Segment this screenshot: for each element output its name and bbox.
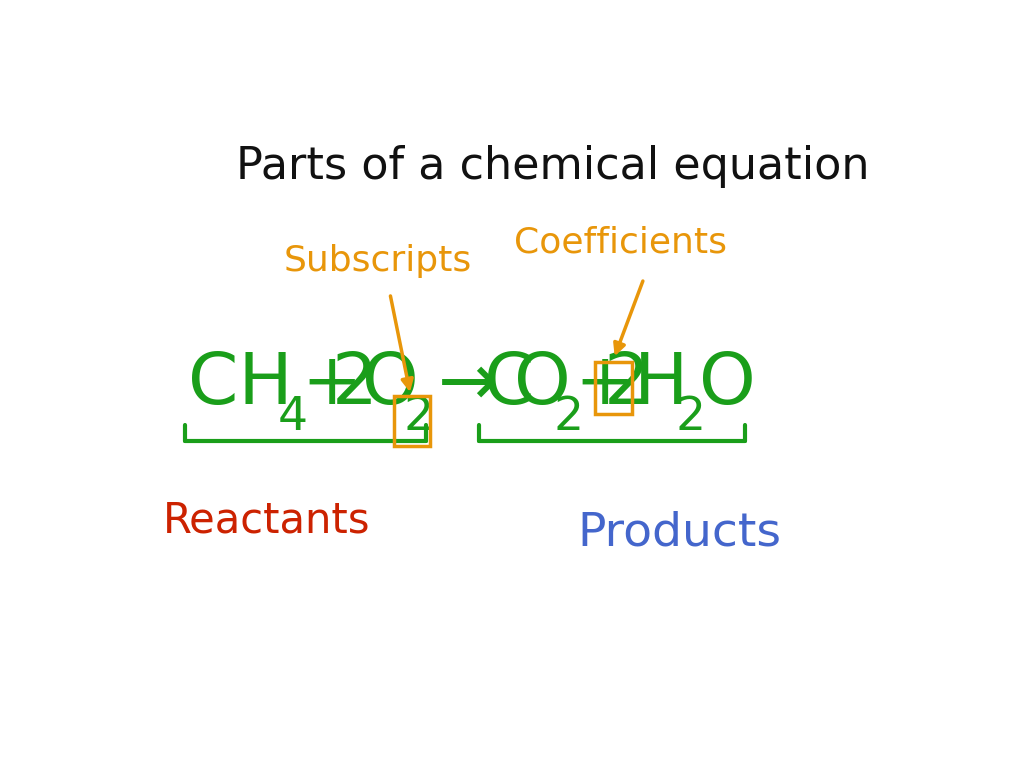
Text: O: O xyxy=(362,350,419,419)
Text: H: H xyxy=(634,350,689,419)
Text: +: + xyxy=(574,350,635,419)
Text: +: + xyxy=(301,350,361,419)
Text: C: C xyxy=(483,350,534,419)
Text: Reactants: Reactants xyxy=(163,500,371,542)
Text: 2: 2 xyxy=(553,395,584,440)
Text: CH: CH xyxy=(187,350,292,419)
Text: O: O xyxy=(514,350,571,419)
Text: 2: 2 xyxy=(332,350,378,419)
Text: Parts of a chemical equation: Parts of a chemical equation xyxy=(236,144,869,187)
Text: Products: Products xyxy=(578,510,781,555)
Text: 4: 4 xyxy=(278,395,307,440)
Text: →: → xyxy=(437,350,498,419)
Text: Coefficients: Coefficients xyxy=(513,226,727,260)
Text: 2: 2 xyxy=(676,395,706,440)
Text: 2: 2 xyxy=(403,395,433,440)
Text: Subscripts: Subscripts xyxy=(284,243,472,278)
Text: 2: 2 xyxy=(604,350,650,419)
Text: O: O xyxy=(699,350,756,419)
